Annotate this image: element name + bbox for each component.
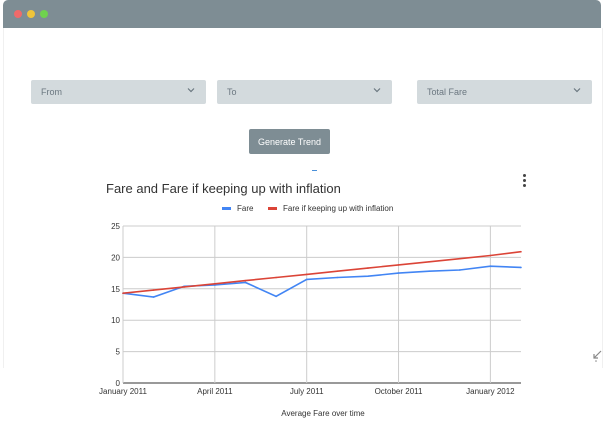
x-tick-label: April 2011	[197, 387, 233, 396]
data-point	[458, 269, 461, 271]
data-point	[244, 281, 247, 284]
series-line-fare	[122, 265, 522, 298]
total-fare-select-label: Total Fare	[427, 87, 468, 97]
chevron-down-icon	[187, 88, 195, 93]
data-point	[214, 282, 216, 285]
data-point	[520, 266, 522, 269]
to-select[interactable]: To	[217, 80, 392, 104]
legend-label: Fare	[237, 204, 254, 213]
from-select-label: From	[41, 87, 62, 97]
close-window-icon[interactable]	[14, 10, 22, 18]
y-tick-label: 5	[116, 348, 121, 357]
y-tick-label: 10	[111, 316, 120, 325]
data-point	[305, 278, 308, 281]
page-frame	[3, 28, 603, 368]
window-titlebar	[3, 0, 601, 28]
data-point	[520, 250, 522, 253]
data-point	[397, 272, 400, 274]
data-point	[122, 292, 124, 294]
data-point	[397, 264, 400, 266]
more-options-icon[interactable]	[520, 174, 530, 188]
legend-swatch	[268, 207, 277, 210]
data-point	[336, 270, 339, 273]
data-point	[428, 270, 430, 273]
from-select[interactable]: From	[31, 80, 206, 104]
data-point	[275, 295, 277, 298]
series-line-inflation	[122, 250, 522, 294]
to-select-label: To	[227, 87, 237, 97]
chevron-down-icon	[573, 88, 581, 93]
chart-title: Fare and Fare if keeping up with inflati…	[106, 181, 341, 196]
legend-swatch	[222, 207, 231, 210]
y-tick-label: 20	[111, 253, 120, 262]
data-point	[336, 276, 339, 279]
data-point	[458, 257, 461, 260]
data-point	[489, 254, 492, 257]
y-tick-label: 15	[111, 285, 120, 294]
total-fare-select[interactable]: Total Fare	[417, 80, 592, 104]
maximize-window-icon[interactable]	[40, 10, 48, 18]
data-point	[244, 279, 247, 282]
x-tick-label: January 2012	[466, 387, 515, 396]
data-point	[367, 275, 369, 278]
data-point	[367, 267, 369, 269]
loading-indicator	[312, 170, 317, 171]
minimize-window-icon[interactable]	[27, 10, 35, 18]
data-point	[152, 289, 155, 291]
data-point	[183, 286, 186, 288]
legend-label: Fare if keeping up with inflation	[283, 204, 393, 213]
data-point	[275, 276, 277, 279]
data-point	[489, 265, 492, 267]
y-tick-label: 25	[111, 222, 120, 231]
y-tick-label: 0	[116, 379, 121, 388]
resize-handle-icon[interactable]	[590, 350, 602, 362]
x-tick-label: January 2011	[99, 387, 147, 396]
generate-trend-button[interactable]: Generate Trend	[249, 129, 330, 154]
data-point	[428, 260, 430, 263]
data-point	[152, 296, 155, 298]
chevron-down-icon	[373, 88, 381, 93]
x-tick-label: July 2011	[290, 387, 324, 396]
chart-x-axis-label: Average Fare over time	[281, 409, 365, 418]
x-tick-label: October 2011	[375, 387, 423, 396]
data-point	[305, 273, 308, 276]
